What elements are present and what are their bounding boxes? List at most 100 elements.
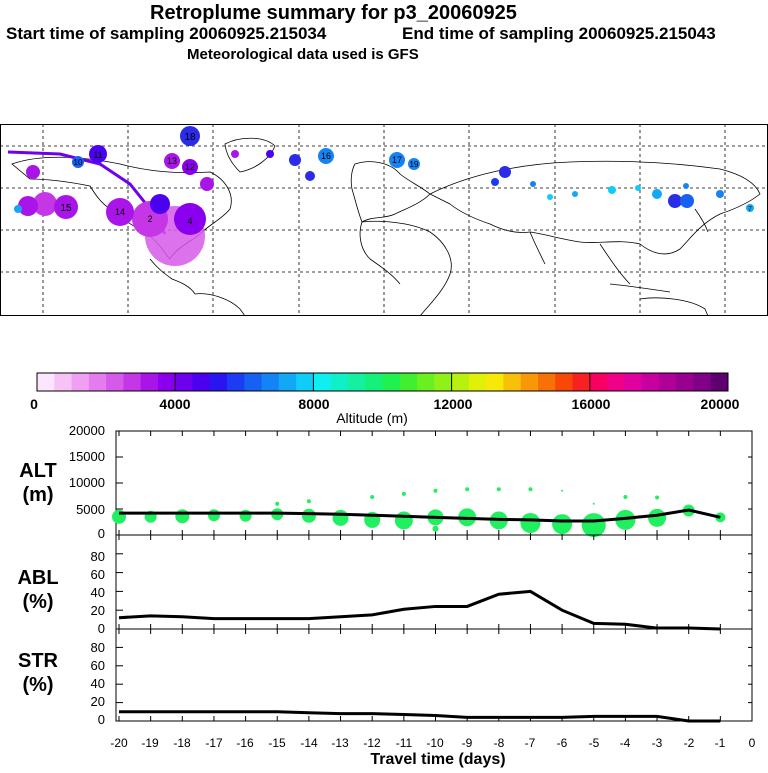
- marker-label: 2: [147, 214, 152, 224]
- colorbar-cell: [468, 373, 487, 391]
- colorbar-cell: [278, 373, 297, 391]
- colorbar-cell: [399, 373, 418, 391]
- colorbar-cell: [417, 373, 435, 391]
- map-grid: [0, 124, 768, 316]
- x-tick: -5: [589, 736, 600, 750]
- alt-point: [561, 489, 564, 492]
- marker-label: 18: [184, 132, 196, 143]
- colorbar-cell: [434, 373, 453, 391]
- alt-point: [332, 509, 349, 526]
- colorbar-cell: [227, 373, 245, 391]
- x-tick: -8: [494, 736, 505, 750]
- alt-point: [432, 525, 439, 532]
- colorbar-tick: 4000: [159, 396, 190, 412]
- marker-label: 13: [167, 156, 177, 166]
- alt-point: [301, 508, 316, 523]
- colorbar-cell: [244, 373, 263, 391]
- alt-panel-series-line: [119, 508, 721, 523]
- colorbar-cell: [296, 373, 314, 391]
- abl-ytick: 80: [91, 549, 105, 564]
- alt-point: [275, 501, 280, 506]
- marker-label: 14: [115, 207, 125, 217]
- alt-point: [520, 513, 541, 534]
- colorbar-cell: [37, 373, 55, 391]
- map-labels: 18 11 10 13 12 16 17 19 15 14 2 4 7: [60, 132, 752, 226]
- colorbar-cell: [451, 373, 470, 391]
- colorbar-cell: [140, 373, 159, 391]
- colorbar-cell: [382, 373, 401, 391]
- colorbar-cell: [624, 373, 643, 391]
- alt-point: [239, 509, 252, 522]
- str-ytick: 40: [91, 676, 105, 691]
- alt-point: [528, 487, 533, 492]
- colorbar-cell: [710, 373, 729, 391]
- colorbar-cell: [123, 373, 142, 391]
- alt-point: [552, 514, 573, 535]
- str-ytick: 0: [98, 712, 105, 727]
- timeseries-panels: ALT (m) ABL (%) STR (%) 20000 15000 1000…: [0, 423, 768, 768]
- colorbar-frame: [36, 372, 729, 392]
- colorbar-cell: [365, 373, 383, 391]
- abl-ytick: 60: [91, 567, 105, 582]
- x-tick: -18: [173, 736, 191, 750]
- alt-point: [433, 488, 438, 493]
- x-tick: -4: [620, 736, 631, 750]
- abl-ytick: 40: [91, 585, 105, 600]
- colorbar-cell: [157, 373, 176, 391]
- str-unit: (%): [22, 674, 53, 696]
- x-tick: -3: [652, 736, 663, 750]
- colorbar-cell: [209, 373, 228, 391]
- marker-label: 15: [60, 203, 72, 214]
- alt-point: [715, 512, 726, 523]
- x-tick: -1: [715, 736, 726, 750]
- alt-ytick: 0: [98, 526, 105, 541]
- alt-point: [401, 491, 406, 496]
- abl-panel-frame: [115, 534, 753, 630]
- colorbar-cell: [106, 373, 124, 391]
- alt-ytick: 5000: [76, 502, 105, 517]
- colorbar-cell: [54, 373, 73, 391]
- alt-ytick: 10000: [69, 475, 105, 490]
- alt-point: [592, 502, 595, 505]
- alt-point: [581, 513, 606, 538]
- alt-point: [306, 499, 311, 504]
- abl-label: ABL: [17, 567, 58, 589]
- altitude-colorbar: 0 4000 8000 12000 16000 20000 Altitude (…: [0, 370, 768, 430]
- alt-label: ALT: [19, 460, 56, 482]
- x-axis-label: Travel time (days): [370, 751, 505, 768]
- end-time: End time of sampling 20060925.215043: [402, 24, 716, 43]
- marker-label: 12: [185, 162, 195, 172]
- alt-point: [496, 487, 501, 492]
- colorbar-tick: 20000: [701, 396, 740, 412]
- str-label: STR: [18, 650, 59, 672]
- alt-ytick: 15000: [69, 449, 105, 464]
- colorbar-cell: [572, 373, 591, 391]
- colorbar-cell: [330, 373, 349, 391]
- alt-point: [465, 487, 470, 492]
- colorbar-cell: [537, 373, 556, 391]
- marker-label: 11: [93, 150, 102, 160]
- x-tick: -19: [141, 736, 159, 750]
- abl-ytick: 0: [98, 621, 105, 636]
- alt-point: [615, 509, 636, 530]
- alt-point: [394, 511, 413, 530]
- str-panel-frame: [115, 628, 753, 722]
- x-tick: -15: [268, 736, 286, 750]
- colorbar-tick: 16000: [572, 396, 611, 412]
- colorbar-cell: [658, 373, 677, 391]
- colorbar-cell: [503, 373, 522, 391]
- colorbar-cell: [693, 373, 712, 391]
- alt-ytick: 20000: [69, 425, 105, 438]
- alt-point: [207, 509, 220, 522]
- colorbar-cell: [313, 373, 332, 391]
- colorbar-cell: [261, 373, 280, 391]
- marker-label: 4: [187, 216, 192, 226]
- alt-point: [648, 508, 667, 527]
- x-tick: -17: [205, 736, 223, 750]
- colorbar-label: Altitude (m): [336, 410, 408, 426]
- marker-label: 19: [410, 160, 419, 169]
- x-tick: -9: [462, 736, 473, 750]
- colorbar-cell: [88, 373, 107, 391]
- x-tick: -11: [396, 736, 413, 750]
- colorbar-tick: 12000: [434, 396, 473, 412]
